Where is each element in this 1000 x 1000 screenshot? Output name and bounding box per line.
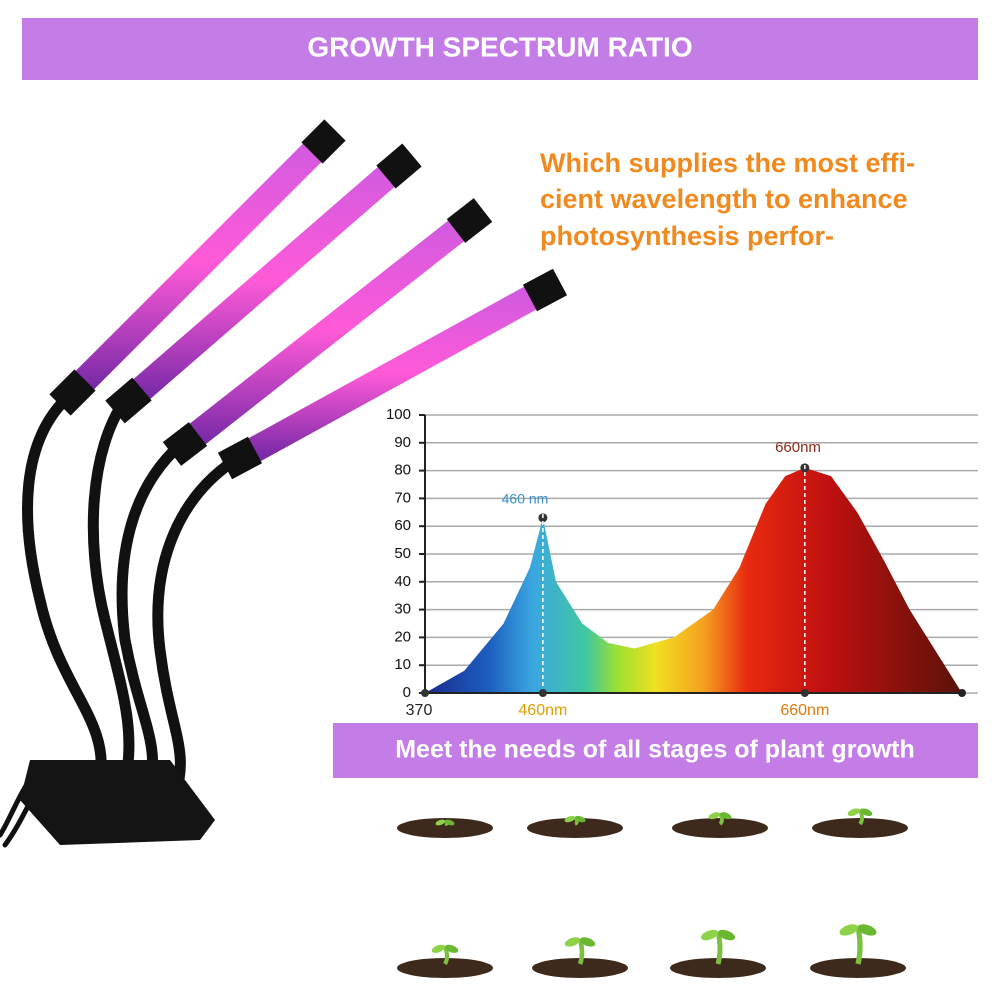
y-tick-label: 50 bbox=[394, 545, 411, 562]
leaf bbox=[435, 819, 446, 826]
banner bbox=[333, 723, 978, 778]
lamp bbox=[0, 119, 568, 848]
seedlings bbox=[397, 808, 908, 978]
leaf bbox=[444, 944, 459, 953]
x-tick bbox=[421, 689, 429, 697]
y-tick-label: 80 bbox=[394, 462, 411, 479]
description: Which supplies the most effi- cient wave… bbox=[540, 148, 915, 251]
leaf bbox=[579, 937, 596, 947]
y-tick-label: 40 bbox=[394, 573, 411, 590]
annotation: 460 nm bbox=[502, 491, 549, 507]
leaf bbox=[564, 815, 576, 823]
soil bbox=[670, 958, 766, 978]
y-tick-label: 60 bbox=[394, 517, 411, 534]
leaf bbox=[564, 937, 581, 947]
spectrum-area bbox=[425, 467, 962, 693]
annotation: 660nm bbox=[775, 439, 821, 456]
title-bar bbox=[22, 18, 978, 80]
title: GROWTH SPECTRUM RATIO bbox=[307, 31, 692, 62]
leaf bbox=[431, 944, 446, 953]
x-tick bbox=[800, 689, 809, 697]
leaf bbox=[839, 924, 859, 936]
leaf bbox=[719, 812, 732, 820]
stem bbox=[855, 926, 863, 965]
y-tick-label: 30 bbox=[394, 601, 411, 618]
banner-text: Meet the needs of all stages of plant gr… bbox=[395, 736, 915, 764]
leaf bbox=[708, 812, 721, 820]
chart: 0 10 20 30 40 50 60 70 80 90 100 370 460nm 660nm bbox=[386, 406, 978, 719]
y-tick-label: 90 bbox=[394, 434, 411, 451]
leaf bbox=[859, 808, 873, 817]
soil bbox=[397, 958, 493, 978]
y-tick-label: 10 bbox=[394, 656, 411, 673]
soil bbox=[397, 818, 493, 838]
leaf bbox=[857, 924, 877, 936]
y-tick-label: 20 bbox=[394, 628, 411, 645]
leaf bbox=[700, 929, 719, 941]
y-tick-label: 70 bbox=[394, 489, 411, 506]
leaf bbox=[444, 819, 455, 826]
leaf bbox=[847, 808, 861, 817]
soil bbox=[812, 818, 908, 838]
soil bbox=[810, 958, 906, 978]
y-tick-label: 0 bbox=[403, 684, 411, 701]
x-tick-label: 660nm bbox=[780, 702, 829, 719]
description-line: cient wavelength to enhance bbox=[540, 184, 908, 214]
stem bbox=[715, 931, 723, 965]
x-tick bbox=[538, 689, 547, 697]
axis-end bbox=[958, 689, 966, 697]
x-tick-label: 370 bbox=[406, 702, 433, 719]
leaf bbox=[574, 815, 586, 823]
soil bbox=[532, 958, 628, 978]
soil bbox=[527, 818, 623, 838]
leaf bbox=[717, 929, 736, 941]
x-tick-label: 460nm bbox=[518, 702, 567, 719]
y-tick-label: 100 bbox=[386, 406, 411, 423]
description-line: photosynthesis perfor- bbox=[540, 221, 834, 251]
soil bbox=[672, 818, 768, 838]
description-line: Which supplies the most effi- bbox=[540, 148, 915, 178]
